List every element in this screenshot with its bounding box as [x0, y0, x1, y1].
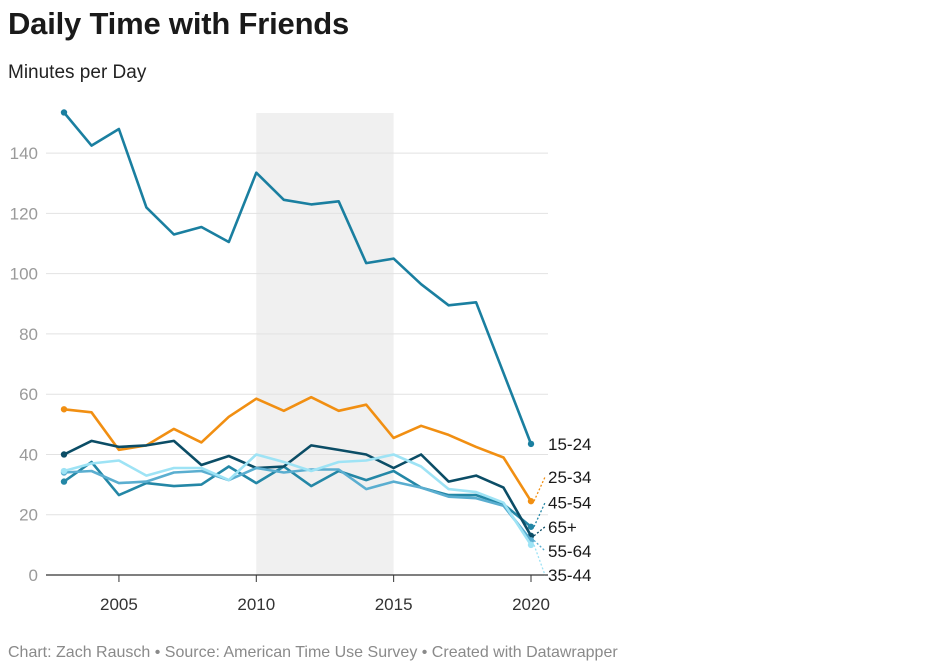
- chart-subtitle: Minutes per Day: [8, 62, 147, 83]
- series-label-15-24: 15-24: [548, 435, 591, 454]
- series-line-55-64: [62, 466, 533, 542]
- y-tick-label: 60: [19, 385, 38, 404]
- y-tick-label: 0: [29, 566, 38, 585]
- series-label-55-64: 55-64: [548, 542, 591, 561]
- x-tick-label: 2005: [100, 595, 138, 614]
- label-leader-45-54: [533, 502, 546, 528]
- y-tick-label: 20: [19, 506, 38, 525]
- series-start-dot-65+: [60, 451, 68, 458]
- chart-title: Daily Time with Friends: [8, 6, 350, 41]
- y-tick-label: 120: [10, 204, 38, 223]
- series-line-15-24: [62, 111, 533, 446]
- series-label-65+: 65+: [548, 518, 577, 537]
- y-tick-label: 80: [19, 325, 38, 344]
- series-end-dot-45-54: [527, 523, 535, 530]
- series-end-dot-35-44: [527, 541, 535, 549]
- series-label-45-54: 45-54: [548, 494, 591, 513]
- series-start-dot-45-54: [60, 478, 68, 485]
- series-label-25-34: 25-34: [548, 468, 591, 487]
- label-leader-25-34: [533, 476, 546, 502]
- series-start-dot-25-34: [60, 406, 68, 413]
- chart-footer: Chart: Zach Rausch • Source: American Ti…: [8, 644, 618, 661]
- y-tick-label: 40: [19, 445, 38, 464]
- y-tick-label: 140: [10, 144, 38, 163]
- series-label-35-44: 35-44: [548, 566, 591, 585]
- x-tick-label: 2010: [237, 595, 275, 614]
- series-line-45-54: [62, 460, 533, 529]
- x-tick-label: 2020: [512, 595, 550, 614]
- series-end-dot-25-34: [527, 497, 535, 505]
- series-start-dot-35-44: [60, 467, 68, 475]
- label-leader-35-44: [533, 544, 546, 576]
- series-line-35-44: [62, 453, 533, 547]
- series-end-dot-15-24: [527, 440, 535, 448]
- label-leader-55-64: [533, 539, 546, 552]
- highlight-band: [256, 113, 394, 575]
- series-line-65+: [62, 439, 533, 538]
- label-leader-65+: [533, 526, 546, 537]
- y-tick-label: 100: [10, 265, 38, 284]
- x-tick-label: 2015: [375, 595, 413, 614]
- series-start-dot-15-24: [60, 109, 68, 116]
